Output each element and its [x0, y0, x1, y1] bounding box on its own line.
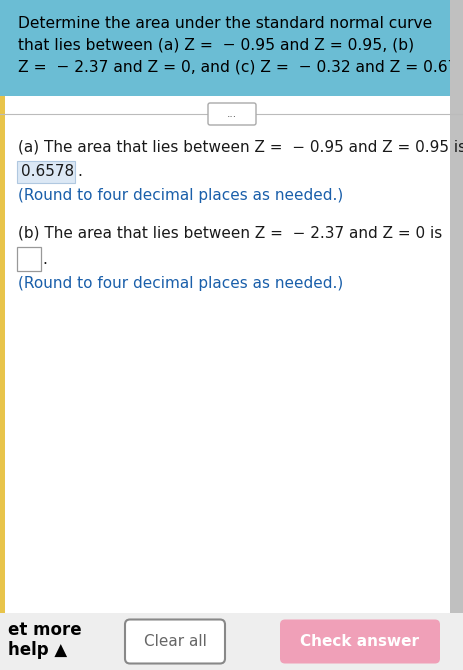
FancyBboxPatch shape [279, 620, 439, 663]
FancyBboxPatch shape [125, 620, 225, 663]
Text: (Round to four decimal places as needed.): (Round to four decimal places as needed.… [18, 276, 343, 291]
Text: et more: et more [8, 621, 81, 639]
Text: .: . [42, 251, 47, 267]
Text: (b) The area that lies between Z =  − 2.37 and Z = 0 is: (b) The area that lies between Z = − 2.3… [18, 226, 441, 241]
Text: help ▲: help ▲ [8, 641, 67, 659]
Text: Check answer: Check answer [300, 634, 419, 649]
Text: .: . [77, 165, 81, 180]
Text: Clear all: Clear all [143, 634, 206, 649]
FancyBboxPatch shape [0, 0, 463, 96]
Text: (Round to four decimal places as needed.): (Round to four decimal places as needed.… [18, 188, 343, 203]
Text: 0.6578: 0.6578 [21, 165, 74, 180]
FancyBboxPatch shape [0, 96, 5, 613]
Text: (a) The area that lies between Z =  − 0.95 and Z = 0.95 is: (a) The area that lies between Z = − 0.9… [18, 140, 463, 155]
FancyBboxPatch shape [17, 161, 75, 183]
FancyBboxPatch shape [0, 613, 463, 670]
FancyBboxPatch shape [207, 103, 256, 125]
FancyBboxPatch shape [17, 247, 41, 271]
FancyBboxPatch shape [449, 96, 463, 613]
Text: Determine the area under the standard normal curve: Determine the area under the standard no… [18, 16, 432, 31]
Text: ...: ... [226, 109, 237, 119]
FancyBboxPatch shape [449, 0, 463, 96]
Text: Z =  − 2.37 and Z = 0, and (c) Z =  − 0.32 and Z = 0.67.: Z = − 2.37 and Z = 0, and (c) Z = − 0.32… [18, 60, 461, 75]
Text: that lies between (a) Z =  − 0.95 and Z = 0.95, (b): that lies between (a) Z = − 0.95 and Z =… [18, 38, 413, 53]
